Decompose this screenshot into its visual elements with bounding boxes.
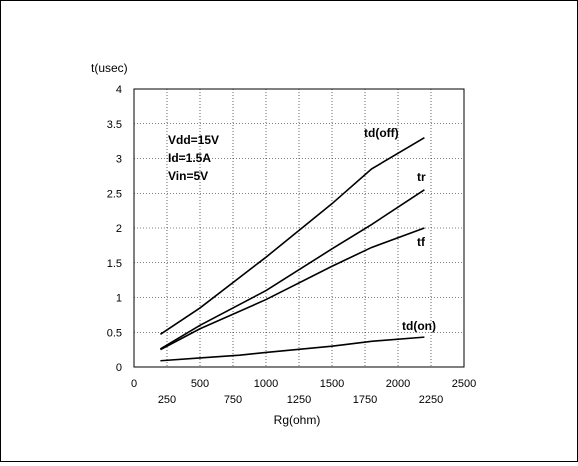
y-axis-label: t(usec) — [91, 61, 128, 75]
x-tick-label: 250 — [158, 394, 176, 406]
x-tick-label: 750 — [224, 394, 242, 406]
condition-line: Vdd=15V — [168, 133, 219, 147]
plot-area-border — [133, 88, 465, 368]
x-tick-label: 1250 — [287, 394, 311, 406]
y-tick-label: 3.5 — [107, 119, 122, 131]
series-line-td(off) — [159, 136, 425, 336]
series-lines — [159, 136, 425, 362]
y-tick-label: 1.5 — [107, 258, 122, 270]
x-tick-label: 1000 — [254, 378, 278, 390]
y-tick-label: 4 — [116, 84, 122, 96]
x-tick-label: 1750 — [353, 394, 377, 406]
series-line-td(on) — [160, 336, 425, 362]
y-tick-label: 2.5 — [107, 188, 122, 200]
condition-line: Id=1.5A — [168, 151, 211, 165]
x-tick-label: 2250 — [419, 394, 443, 406]
series-labels: td(off) tr tf td(on) — [364, 126, 436, 333]
tick-labels: 0 0.5 1 1.5 2 2.5 3 3.5 4 0 500 1000 1500 2000 2500 250… — [107, 84, 477, 406]
x-tick-label: 500 — [191, 378, 209, 390]
condition-line: Vin=5V — [168, 169, 208, 183]
series-label-td(off): td(off) — [364, 126, 399, 140]
y-tick-label: 0.5 — [107, 327, 122, 339]
series-label-tf: tf — [417, 235, 426, 249]
x-tick-label: 1500 — [320, 378, 344, 390]
series-label-tr: tr — [417, 170, 426, 184]
x-tick-label: 2500 — [452, 378, 476, 390]
x-axis-label: Rg(ohm) — [274, 413, 321, 427]
series-line-tr — [159, 189, 425, 350]
series-label-td(on): td(on) — [402, 319, 436, 333]
series-line-tf — [160, 227, 425, 351]
y-tick-label: 0 — [116, 362, 122, 374]
x-tick-label: 2000 — [386, 378, 410, 390]
y-tick-label: 3 — [116, 154, 122, 166]
y-tick-label: 2 — [116, 223, 122, 235]
x-tick-label: 0 — [131, 378, 137, 390]
y-tick-label: 1 — [116, 293, 122, 305]
condition-annotation: Vdd=15V Id=1.5A Vin=5V — [168, 133, 219, 183]
